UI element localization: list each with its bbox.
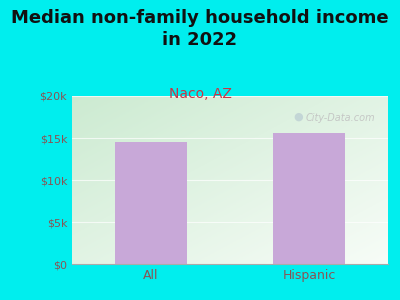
Text: City-Data.com: City-Data.com bbox=[306, 113, 375, 123]
Text: Naco, AZ: Naco, AZ bbox=[168, 87, 232, 101]
Bar bbox=[274, 133, 344, 264]
Bar bbox=[116, 142, 186, 264]
Text: Median non-family household income
in 2022: Median non-family household income in 20… bbox=[11, 9, 389, 49]
Text: ●: ● bbox=[293, 112, 303, 122]
